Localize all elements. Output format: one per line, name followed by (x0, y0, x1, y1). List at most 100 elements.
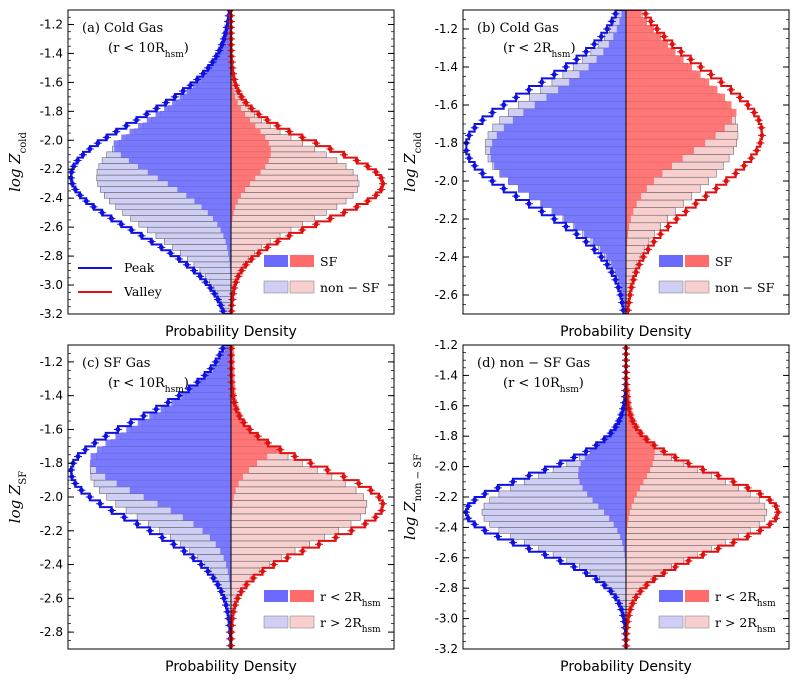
bar-valley-outer (230, 209, 327, 216)
bar-valley-outer (230, 192, 354, 199)
legend-swatch-peak-outer (263, 615, 289, 629)
bar-peak-outer (483, 514, 627, 522)
bar-valley-inner (626, 497, 635, 504)
bar-peak-inner (528, 192, 626, 200)
bar-valley-inner (231, 493, 234, 501)
bar-valley-outer (625, 514, 766, 522)
y-tick-label: -2.6 (435, 288, 458, 302)
bar-valley-inner (626, 32, 662, 41)
bar-valley-inner (626, 116, 732, 124)
panel-title: (d) non − SF Gas (477, 356, 590, 371)
bar-valley-inner (626, 430, 643, 437)
valley-line (625, 345, 779, 649)
y-tick-label: -1.6 (40, 75, 63, 89)
bar-peak-outer (179, 250, 232, 257)
bar-peak-inner (558, 86, 626, 94)
bar-peak-inner (121, 134, 231, 141)
bar-peak-inner (490, 154, 626, 162)
bar-valley-outer (230, 180, 360, 187)
bar-valley-inner (626, 17, 647, 26)
bar-valley-inner (231, 180, 250, 187)
bar-peak-outer (138, 221, 232, 228)
bar-valley-inner (626, 55, 684, 64)
bar-peak-inner (589, 448, 626, 455)
y-tick-label: -2.2 (435, 212, 458, 226)
legend-label: r > 2Rhsm (715, 615, 776, 635)
y-tick-label: -1.2 (40, 355, 63, 369)
bar-peak-outer (193, 261, 232, 268)
bar-peak-inner (172, 99, 231, 106)
bar-valley-inner (626, 93, 725, 102)
bar-valley-outer (230, 197, 347, 205)
bar-valley-inner (626, 70, 701, 79)
bar-valley-outer (230, 226, 292, 234)
bar-valley-inner (626, 207, 634, 216)
bar-peak-inner (206, 372, 231, 379)
bar-legend: r < 2Rhsm r > 2Rhsm (658, 589, 776, 635)
bar-peak-inner (171, 399, 231, 406)
bar-peak-inner (186, 192, 231, 199)
y-tick-label: -1.8 (435, 136, 458, 150)
bar-peak-inner (164, 105, 231, 112)
y-tick-label: -1.8 (40, 456, 63, 470)
bar-peak-inner (613, 32, 626, 41)
bar-peak-outer (187, 255, 232, 263)
bar-peak-inner (189, 385, 231, 393)
bar-valley-inner (231, 466, 249, 474)
bar-peak-outer (489, 521, 627, 528)
bar-valley-inner (626, 184, 647, 193)
bar-peak-inner (227, 244, 231, 251)
bar-peak-inner (220, 547, 231, 555)
bar-peak-inner (579, 478, 626, 485)
bar-peak-inner (147, 169, 231, 176)
bar-peak-inner (490, 146, 626, 155)
y-tick-label: -1.4 (435, 60, 458, 74)
bar-valley-inner (626, 200, 637, 208)
bar-peak-inner (105, 473, 231, 481)
bar-valley-inner (626, 442, 655, 449)
bar-valley-inner (231, 140, 269, 147)
y-tick-label: -2.0 (435, 174, 458, 188)
panel-d: -1.2 -1.4 -1.6 -1.8 -2.0 -2.2 -2.4 -2.6 -2.8 -3.0… (401, 338, 790, 675)
bar-valley-outer (625, 521, 760, 528)
legend-swatch-peak-outer (658, 280, 684, 294)
y-tick-label: -1.6 (435, 98, 458, 112)
panel-subtitle: (r < 10Rhsm) (108, 376, 189, 395)
y-axis-label: log Znon − SF (401, 454, 424, 540)
bar-valley-inner (626, 40, 669, 48)
plot-area (68, 10, 387, 314)
bar-valley-inner (626, 108, 737, 117)
bar-peak-inner (177, 186, 231, 193)
bar-valley-outer (625, 533, 739, 540)
bar-peak-inner (193, 82, 231, 89)
bar-valley-outer (230, 244, 262, 251)
bar-valley-outer (625, 237, 650, 246)
bar-legend: SF non − SF (263, 254, 380, 295)
bar-peak-inner (508, 177, 626, 185)
bar-valley-inner (231, 111, 246, 118)
peak-line (465, 345, 627, 649)
bar-peak-inner (115, 432, 231, 440)
legend-swatch-peak-inner (264, 590, 288, 602)
bar-valley-inner (231, 151, 271, 158)
bar-valley-outer (230, 479, 346, 488)
plot-area (463, 10, 766, 314)
bar-valley-inner (626, 521, 628, 528)
legend-swatch-valley-inner (290, 590, 314, 602)
legend-label: r < 2Rhsm (715, 589, 776, 609)
y-axis-label: log Zcold (401, 131, 424, 191)
bar-valley-outer (625, 527, 751, 534)
bar-peak-inner (105, 439, 231, 447)
bar-peak-inner (616, 25, 626, 33)
bar-valley-inner (231, 473, 243, 481)
bar-valley-inner (231, 215, 233, 222)
bar-peak-outer (216, 290, 232, 297)
bar-valley-inner (626, 515, 629, 522)
bar-valley-outer (230, 574, 252, 582)
bar-peak-inner (623, 545, 626, 552)
bar-valley-inner (231, 198, 238, 204)
bar-peak-inner (620, 533, 626, 540)
bar-peak-inner (223, 232, 231, 239)
bar-valley-inner (626, 222, 630, 231)
bar-valley-inner (626, 460, 653, 467)
